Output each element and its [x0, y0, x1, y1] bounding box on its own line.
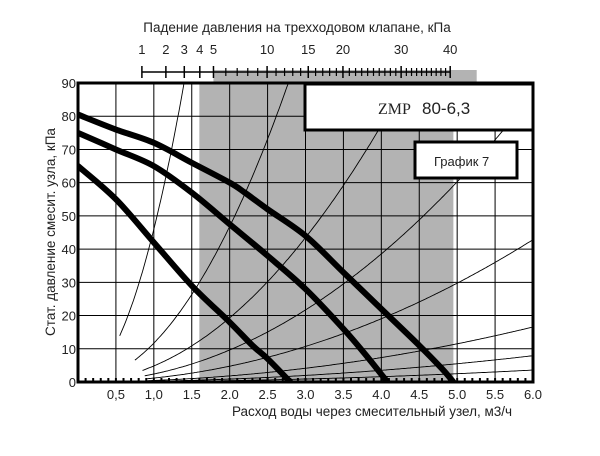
x-tick-label: 4.5: [410, 387, 428, 402]
top-tick-label: 30: [394, 42, 408, 57]
y-tick-label: 50: [62, 209, 76, 224]
y-tick-label: 10: [62, 342, 76, 357]
top-tick-label: 40: [443, 42, 457, 57]
x-tick-label: 4.0: [372, 387, 390, 402]
top-tick-label: 3: [181, 42, 188, 57]
y-tick-label: 90: [62, 76, 76, 91]
y-tick-label: 0: [69, 375, 76, 390]
model-name: 80-6,3: [422, 99, 470, 118]
y-tick-label: 70: [62, 142, 76, 157]
model-box: [303, 82, 535, 132]
x-tick-label: 2.0: [221, 387, 239, 402]
top-tick-label: 1: [138, 42, 145, 57]
system-curve: [146, 355, 533, 382]
x-axis-label: Расход воды через смесительный узел, м3/…: [232, 404, 512, 419]
x-tick-label: 0,5: [107, 387, 125, 402]
x-tick-label: 1,0: [145, 387, 163, 402]
model-brand: ZMP: [378, 101, 411, 118]
pump-curve: [78, 111, 457, 382]
top-tick-label: 15: [301, 42, 315, 57]
top-tick-label: 20: [336, 42, 350, 57]
system-curve: [146, 326, 533, 382]
top-tick-label: 10: [260, 42, 274, 57]
pump-curve: [78, 129, 391, 382]
top-tick-label: 5: [210, 42, 217, 57]
x-tick-label: 5.5: [486, 387, 504, 402]
x-tick-label: 2.5: [259, 387, 277, 402]
pump-curve: [78, 163, 294, 382]
top-axis-label: Падение давления на трехходовом клапане,…: [143, 20, 451, 35]
top-tick-label: 4: [196, 42, 203, 57]
y-tick-label: 60: [62, 176, 76, 191]
x-tick-label: 5.0: [448, 387, 466, 402]
chart-label-box: [413, 140, 519, 180]
chart-label: График 7: [434, 154, 489, 169]
top-shaded-region: [213, 70, 477, 83]
system-curve: [134, 83, 289, 361]
x-tick-label: 6.0: [524, 387, 542, 402]
system-curve: [146, 239, 533, 380]
x-tick-label: 3.5: [334, 387, 352, 402]
x-tick-label: 1.5: [183, 387, 201, 402]
y-tick-label: 40: [62, 242, 76, 257]
y-tick-label: 30: [62, 275, 76, 290]
y-tick-label: 20: [62, 309, 76, 324]
y-tick-label: 80: [62, 109, 76, 124]
system-curve: [142, 83, 406, 371]
x-tick-label: 3.0: [296, 387, 314, 402]
y-axis-label: Стат. давление смесит. узла, кПа: [43, 128, 58, 336]
top-tick-label: 2: [162, 42, 169, 57]
